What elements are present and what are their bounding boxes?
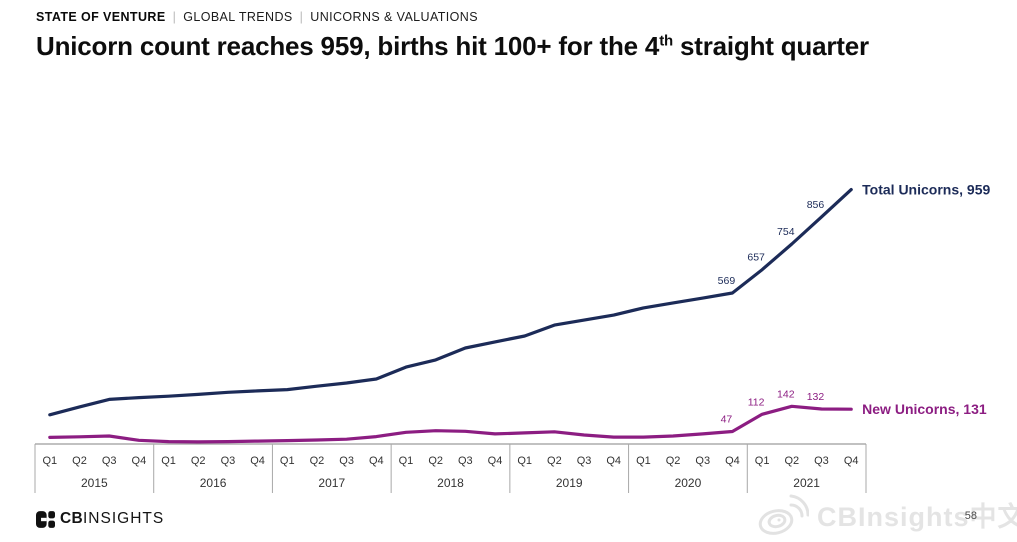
point-label-total-unicorns: 657	[747, 252, 765, 264]
slide-header: STATE OF VENTURE | GLOBAL TRENDS | UNICO…	[36, 10, 997, 62]
quarter-tick-label: Q3	[102, 455, 117, 467]
page-title-text-end: straight quarter	[672, 31, 869, 61]
cbinsights-logo: CBINSIGHTS	[36, 510, 164, 528]
breadcrumb-report-name: STATE OF VENTURE	[36, 10, 166, 24]
breadcrumb: STATE OF VENTURE | GLOBAL TRENDS | UNICO…	[36, 10, 997, 24]
quarter-tick-label: Q2	[72, 455, 87, 467]
breadcrumb-separator: |	[299, 10, 304, 24]
quarter-tick-label: Q1	[399, 455, 414, 467]
page-title-ordinal-suffix: th	[659, 32, 673, 50]
quarter-tick-label: Q4	[132, 455, 147, 467]
quarter-tick-label: Q1	[280, 455, 295, 467]
point-label-total-unicorns: 569	[718, 275, 736, 287]
year-label: 2020	[675, 476, 702, 490]
series-line-total-unicorns	[48, 188, 853, 417]
point-label-total-unicorns: 754	[777, 226, 795, 238]
quarter-tick-label: Q1	[636, 455, 651, 467]
legend-total-unicorns: Total Unicorns, 959	[862, 182, 990, 198]
year-label: 2019	[556, 476, 583, 490]
page-title-text: Unicorn count reaches 959, births hit 10…	[36, 31, 660, 61]
watermark-text: CBInsights中文	[817, 501, 1017, 532]
quarter-tick-label: Q4	[488, 455, 503, 467]
logo-insights: INSIGHTS	[83, 510, 165, 527]
quarter-tick-label: Q1	[517, 455, 532, 467]
year-label: 2015	[81, 476, 108, 490]
point-label-total-unicorns: 856	[807, 199, 825, 211]
breadcrumb-subsection: UNICORNS & VALUATIONS	[310, 10, 478, 24]
quarter-tick-label: Q2	[310, 455, 325, 467]
quarter-tick-label: Q2	[666, 455, 681, 467]
cbinsights-logo-icon	[36, 510, 55, 528]
quarter-tick-label: Q3	[695, 455, 710, 467]
point-label-new-unicorns: 112	[748, 396, 765, 408]
quarter-tick-label: Q4	[250, 455, 265, 467]
quarter-tick-label: Q1	[42, 455, 57, 467]
quarter-tick-label: Q4	[725, 455, 740, 467]
cbinsights-logo-text: CBINSIGHTS	[60, 510, 164, 528]
point-label-new-unicorns: 47	[721, 414, 733, 426]
page-title: Unicorn count reaches 959, births hit 10…	[36, 31, 997, 62]
point-label-new-unicorns: 142	[777, 388, 795, 400]
quarter-tick-label: Q2	[784, 455, 799, 467]
quarter-tick-label: Q1	[755, 455, 770, 467]
weibo-icon	[758, 494, 809, 535]
quarter-tick-label: Q4	[844, 455, 859, 467]
breadcrumb-separator: |	[172, 10, 177, 24]
logo-cb: CB	[60, 510, 83, 527]
year-label: 2021	[793, 476, 820, 490]
watermark: CBInsights中文	[757, 491, 1017, 537]
page-number: 58	[964, 510, 977, 522]
quarter-tick-label: Q4	[606, 455, 621, 467]
breadcrumb-section: GLOBAL TRENDS	[183, 10, 293, 24]
quarter-tick-label: Q2	[428, 455, 443, 467]
year-label: 2017	[318, 476, 345, 490]
year-label: 2018	[437, 476, 464, 490]
quarter-tick-label: Q2	[547, 455, 562, 467]
quarter-tick-label: Q3	[221, 455, 236, 467]
quarter-tick-label: Q3	[458, 455, 473, 467]
quarter-tick-label: Q2	[191, 455, 206, 467]
quarter-tick-label: Q4	[369, 455, 384, 467]
quarter-tick-label: Q3	[577, 455, 592, 467]
quarter-tick-label: Q3	[339, 455, 354, 467]
legend-new-unicorns: New Unicorns, 131	[862, 401, 987, 417]
series-line-new-unicorns	[48, 404, 853, 444]
year-label: 2016	[200, 476, 227, 490]
quarter-tick-label: Q1	[161, 455, 176, 467]
quarter-tick-label: Q3	[814, 455, 829, 467]
point-label-new-unicorns: 132	[807, 391, 825, 403]
